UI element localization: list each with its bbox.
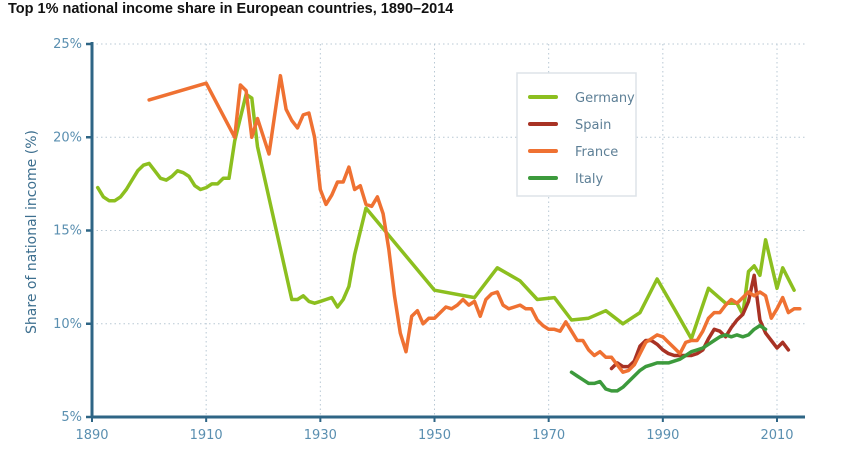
- series-line-germany: [95, 92, 796, 341]
- x-tick-label: 1950: [418, 428, 451, 443]
- x-tick-label: 1990: [646, 428, 679, 443]
- legend-box: [516, 72, 637, 197]
- series-lines: [95, 73, 802, 393]
- x-tick-label: 2010: [760, 428, 793, 443]
- x-tick-label: 1930: [304, 428, 337, 443]
- legend-label-france: France: [575, 145, 618, 160]
- series-line-france: [147, 73, 802, 374]
- y-tick-label: 20%: [53, 130, 82, 145]
- legend-label-italy: Italy: [575, 172, 604, 187]
- legend: Germany Spain France Italy: [516, 72, 637, 197]
- legend-label-spain: Spain: [575, 118, 611, 133]
- chart-title: Top 1% national income share in European…: [8, 1, 454, 17]
- y-tick-label: 25%: [53, 37, 82, 52]
- grid: [92, 43, 805, 417]
- series-line-italy: [569, 323, 768, 393]
- y-tick-label: 10%: [53, 317, 82, 332]
- legend-label-germany: Germany: [575, 91, 635, 106]
- axes: 5% 10% 15% 20% 25% 1890 1910 1930 1950 1970 1990 20…: [53, 37, 805, 443]
- y-tick-label: 15%: [53, 224, 82, 239]
- x-tick-label: 1890: [75, 428, 108, 443]
- y-axis-label: Share of national income (%): [24, 130, 40, 334]
- x-tick-label: 1970: [532, 428, 565, 443]
- series-line-spain: [609, 273, 791, 371]
- y-tick-label: 5%: [61, 410, 82, 425]
- x-tick-label: 1910: [190, 428, 223, 443]
